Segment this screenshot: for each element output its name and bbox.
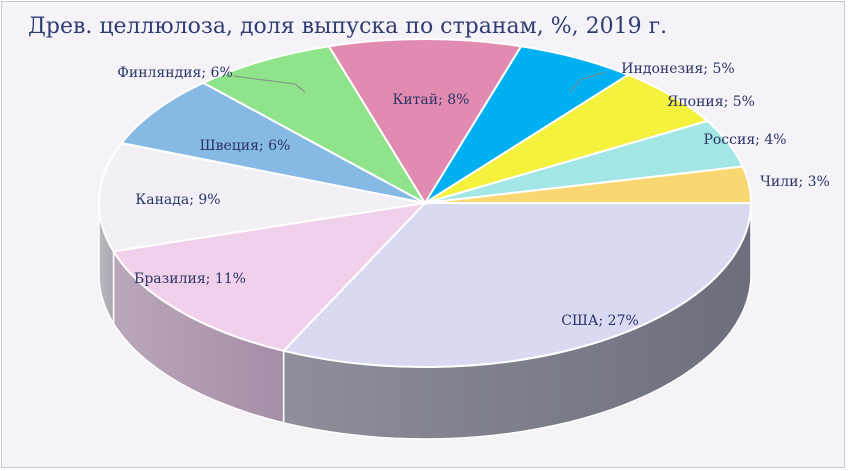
slice-label-8: Япония; 5% bbox=[667, 94, 755, 110]
leader-lines bbox=[232, 71, 606, 93]
pie-slice-8 bbox=[424, 73, 710, 204]
slice-label-3: Канада; 9% bbox=[135, 192, 220, 208]
pie-slice-6 bbox=[327, 38, 523, 205]
pie-slice-5 bbox=[201, 45, 428, 206]
leader-line-5 bbox=[232, 75, 306, 93]
pie-slice-1 bbox=[281, 202, 753, 369]
pie-slice-4 bbox=[119, 81, 426, 204]
pie-sides bbox=[98, 202, 752, 440]
slice-label-4: Швеция; 6% bbox=[200, 138, 291, 154]
slice-label-2: Бразилия; 11% bbox=[134, 271, 246, 287]
slice-label-7: Индонезия; 5% bbox=[621, 61, 734, 77]
slice-label-9: Россия; 4% bbox=[703, 132, 786, 148]
pie-slice-3 bbox=[98, 141, 426, 253]
slice-label-5: Финляндия; 6% bbox=[117, 65, 233, 81]
slice-label-10: Чили; 3% bbox=[760, 174, 830, 190]
pie-slice-7 bbox=[424, 45, 631, 204]
pie-slice-10 bbox=[424, 165, 753, 204]
slice-label-1: США; 27% bbox=[561, 313, 639, 329]
slice-label-6: Китай; 8% bbox=[393, 92, 470, 108]
leader-line-7 bbox=[569, 71, 606, 93]
slice-labels: США; 27% Бразилия; 11% Канада; 9% Швеция; 6… bbox=[117, 61, 830, 329]
pie-slices bbox=[98, 38, 753, 369]
chart-title: Древ. целлюлоза, доля выпуска по странам… bbox=[28, 14, 668, 39]
